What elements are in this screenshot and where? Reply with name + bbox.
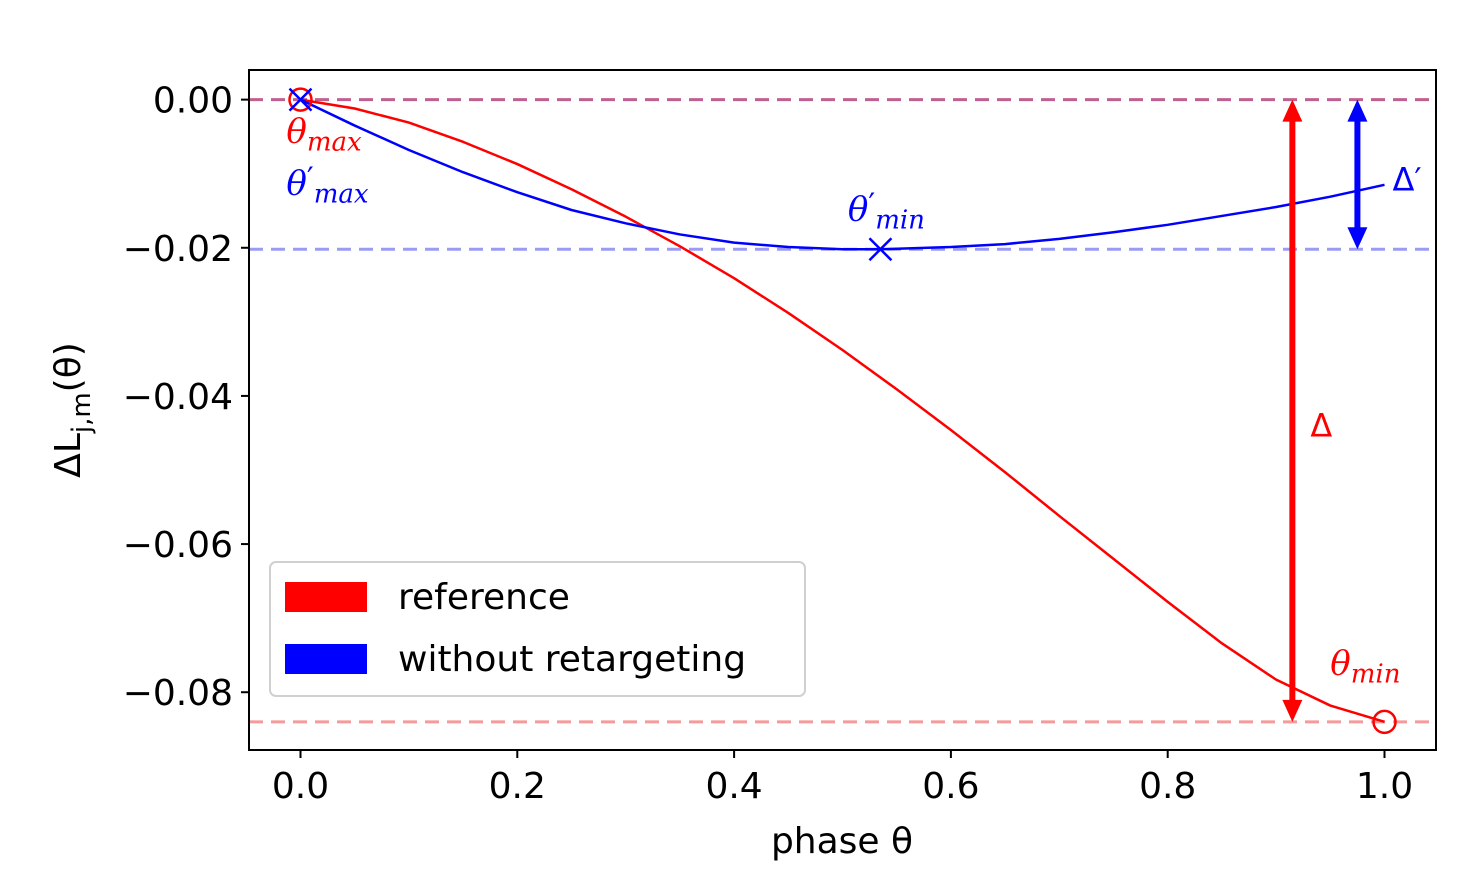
y-tick-label: −0.08 (123, 673, 233, 714)
series-line-without-retargeting (299, 98, 1385, 251)
x-axis-title: phase θ (771, 821, 913, 862)
series-line-reference (300, 98, 1385, 724)
theta-min-prime-label: θ′min (848, 187, 925, 235)
delta-prime-arrow-head-bottom (1347, 227, 1368, 250)
y-axis: 0.00 −0.02 −0.04 −0.06 −0.08 (123, 81, 249, 714)
delta-prime-label: Δ′ (1393, 161, 1422, 199)
legend: reference without retargeting (269, 561, 806, 697)
x-tick-label: 0.6 (922, 766, 979, 807)
delta-label: Δ (1310, 407, 1332, 445)
legend-label: without retargeting (398, 639, 746, 680)
delta-arrow (1282, 99, 1303, 722)
theta-min-label: θmin (1330, 643, 1400, 689)
delta-arrow-head-bottom (1282, 699, 1303, 722)
theta-min-prime-marker (868, 237, 893, 262)
legend-swatch (285, 582, 367, 612)
theta-max-prime-label: θ′max (286, 161, 368, 209)
legend-label: reference (398, 577, 570, 618)
x-tick-label: 0.2 (489, 766, 546, 807)
legend-box (269, 561, 806, 697)
x-tick-label: 0.4 (705, 766, 762, 807)
y-tick-label: −0.02 (123, 229, 233, 270)
marker-layer (288, 87, 1397, 735)
theta-max-label: θmax (286, 112, 362, 158)
legend-swatch (285, 644, 367, 674)
y-tick-label: −0.04 (123, 377, 233, 418)
y-tick-label: −0.06 (123, 525, 233, 566)
arrow-layer: Δ Δ′ (1282, 99, 1422, 722)
x-tick-label: 0.8 (1139, 766, 1196, 807)
x-tick-label: 0.0 (272, 766, 329, 807)
series-layer (299, 98, 1385, 724)
y-axis-title: ΔLj,m(θ) (48, 342, 97, 478)
delta-prime-arrow-head-top (1347, 99, 1368, 122)
theta-min-marker (1372, 709, 1397, 735)
delta-prime-arrow (1347, 99, 1368, 250)
x-axis: 0.0 0.2 0.4 0.6 0.8 1.0 (272, 750, 1413, 807)
x-tick-label: 1.0 (1356, 766, 1413, 807)
theta-max-marker (288, 87, 313, 112)
plot-frame (248, 69, 1437, 751)
theta-max-prime-marker (288, 87, 313, 112)
delta-arrow-head-top (1282, 99, 1303, 122)
y-tick-label: 0.00 (153, 81, 233, 122)
